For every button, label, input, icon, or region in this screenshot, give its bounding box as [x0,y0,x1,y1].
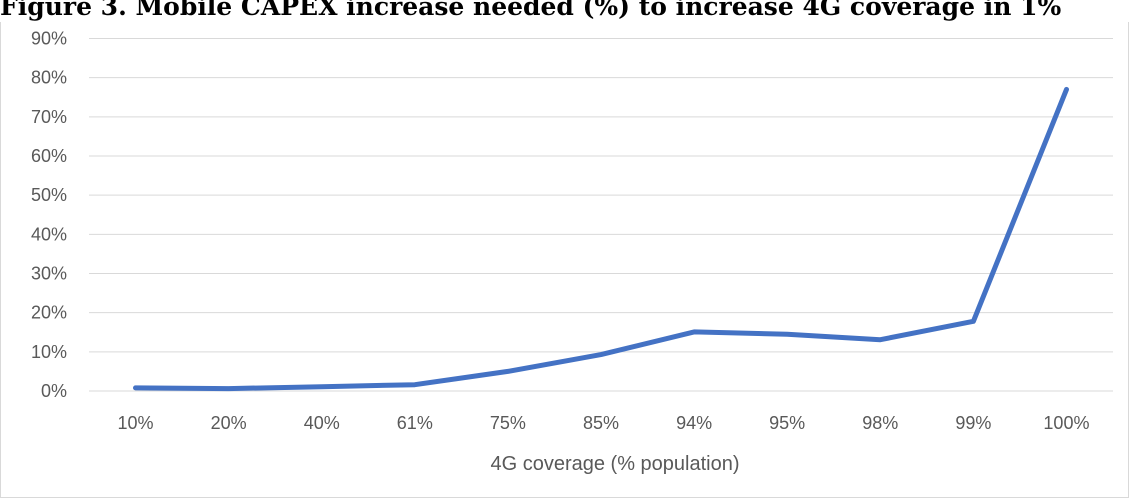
y-tick-label: 0% [41,381,67,401]
x-tick-label: 40% [304,413,340,433]
x-tick-label: 95% [769,413,805,433]
y-tick-label: 70% [31,107,67,127]
x-tick-label: 85% [583,413,619,433]
y-tick-label: 90% [31,29,67,49]
y-tick-label: 40% [31,224,67,244]
x-tick-label: 100% [1043,413,1089,433]
series-line [133,86,1069,392]
x-tick-label: 20% [211,413,247,433]
chart-frame [0,22,1129,498]
y-tick-label: 10% [31,342,67,362]
x-tick-label: 98% [862,413,898,433]
y-axis-tick-labels: 0% 10% 20% 30% 40% 50% 60% 70% 80% 90% [31,29,67,402]
x-tick-label: 61% [397,413,433,433]
x-tick-label: 99% [955,413,991,433]
x-axis-title: 4G coverage (% population) [490,453,739,475]
x-tick-label: 10% [118,413,154,433]
chart-title: Figure 3. Mobile CAPEX increase needed (… [0,0,1062,21]
y-tick-label: 20% [31,303,67,323]
x-tick-label: 94% [676,413,712,433]
y-tick-label: 60% [31,146,67,166]
y-tick-label: 30% [31,264,67,284]
gridlines [89,38,1113,392]
x-tick-label: 75% [490,413,526,433]
y-tick-label: 80% [31,68,67,88]
series-group [133,86,1069,392]
x-axis-tick-labels: 10% 20% 40% 61% 75% 85% 94% 95% 98% 99% 100% [118,413,1090,433]
y-tick-label: 50% [31,185,67,205]
